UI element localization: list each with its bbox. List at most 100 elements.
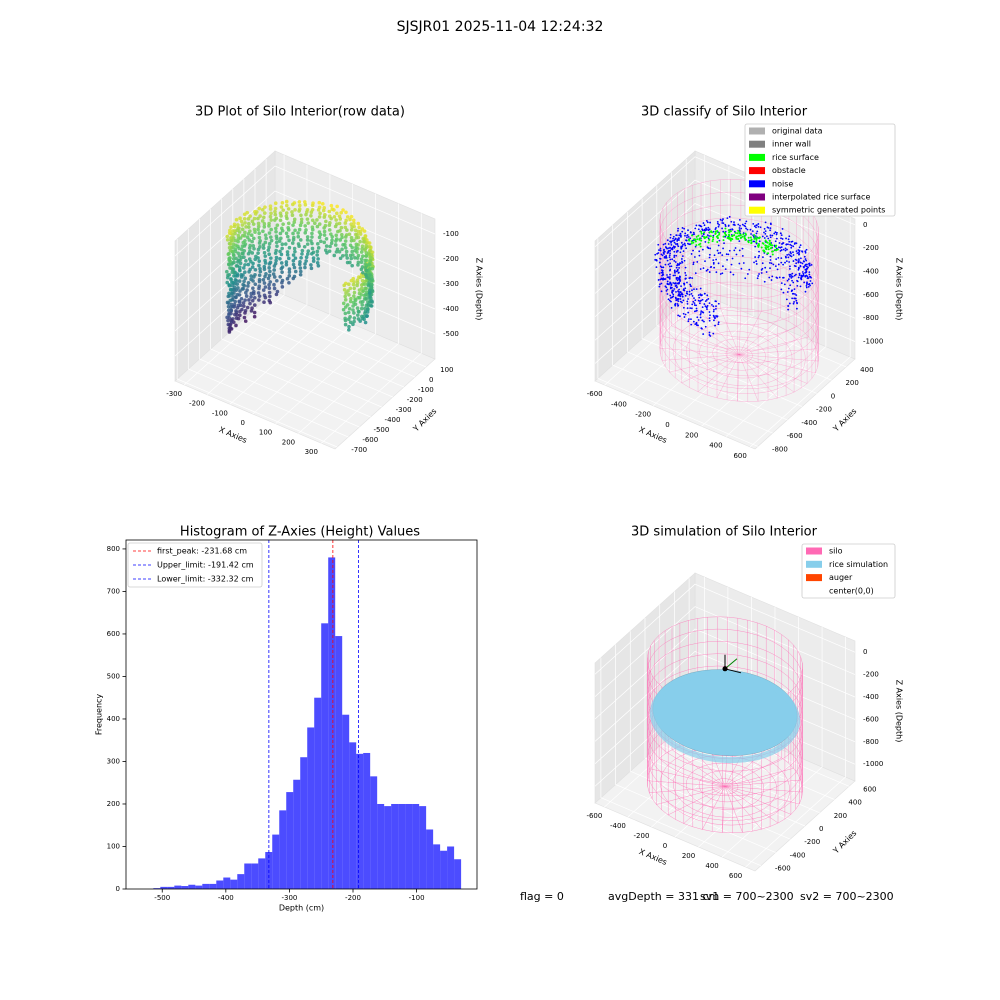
point <box>738 249 741 252</box>
point <box>249 233 254 237</box>
point <box>804 275 807 278</box>
point <box>662 251 665 254</box>
point <box>266 276 271 281</box>
point <box>672 289 675 292</box>
z-tick-label: -1000 <box>863 760 883 768</box>
point <box>311 259 316 263</box>
point <box>273 209 277 214</box>
point <box>690 292 693 295</box>
figure-title: SJSJR01 2025-11-04 12:24:32 <box>397 19 604 35</box>
point <box>298 223 303 228</box>
point <box>315 249 320 254</box>
point <box>297 209 301 213</box>
point <box>290 202 295 207</box>
point <box>798 272 801 275</box>
point <box>697 299 700 302</box>
point <box>785 243 788 246</box>
point <box>716 249 719 252</box>
point <box>787 238 790 241</box>
point <box>791 297 794 300</box>
point <box>343 311 348 316</box>
point <box>701 248 704 251</box>
point <box>706 294 709 297</box>
point <box>253 212 258 216</box>
point <box>257 279 262 284</box>
silo-floor-spoke <box>724 786 743 833</box>
point <box>665 255 668 257</box>
point <box>739 224 741 227</box>
point <box>694 245 697 248</box>
point <box>361 289 366 293</box>
point <box>676 279 679 282</box>
point <box>782 242 785 244</box>
point <box>732 223 735 226</box>
point <box>766 235 768 238</box>
point <box>769 227 772 229</box>
point <box>669 258 672 261</box>
point <box>793 288 796 291</box>
point <box>795 250 798 253</box>
point <box>686 281 688 284</box>
silo-floor-spoke <box>659 758 726 787</box>
legend-label: Lower_limit: -332.32 cm <box>157 575 254 584</box>
point <box>364 296 369 301</box>
point <box>285 250 290 254</box>
silo-floor-spoke <box>724 768 794 787</box>
point <box>368 258 373 263</box>
point <box>769 244 772 247</box>
histogram-bar <box>244 863 252 889</box>
point <box>318 211 322 216</box>
point <box>364 244 369 248</box>
point <box>769 262 771 264</box>
point <box>298 260 302 264</box>
point <box>771 244 774 247</box>
x-grid-line <box>745 637 846 868</box>
point <box>660 282 663 285</box>
point <box>686 302 689 305</box>
point <box>806 275 809 278</box>
point <box>330 207 334 211</box>
point <box>718 233 721 236</box>
point <box>254 254 258 259</box>
point <box>751 230 754 233</box>
point <box>241 240 246 245</box>
point <box>796 284 799 287</box>
point <box>696 238 699 241</box>
point <box>663 278 666 281</box>
point <box>316 257 320 261</box>
point <box>693 288 695 291</box>
point <box>337 221 342 226</box>
point <box>673 270 676 273</box>
point <box>712 230 715 233</box>
point <box>354 245 358 250</box>
point <box>721 219 724 222</box>
point <box>355 306 360 310</box>
point <box>364 254 369 258</box>
point <box>741 235 744 238</box>
point <box>711 240 714 243</box>
point <box>358 232 363 236</box>
y-tick-label: -700 <box>351 446 367 454</box>
point <box>344 249 349 254</box>
point <box>666 239 669 242</box>
point <box>677 298 679 301</box>
point <box>277 239 282 243</box>
histogram-bar <box>209 883 217 889</box>
point <box>669 273 671 276</box>
point <box>309 263 313 267</box>
legend-swatch <box>749 206 765 214</box>
point <box>681 293 684 296</box>
point <box>668 277 671 280</box>
x-grid-line <box>298 203 399 434</box>
point <box>707 229 710 231</box>
point <box>340 253 345 258</box>
y-tick-label: 200 <box>107 800 120 808</box>
point <box>664 242 667 245</box>
point <box>728 237 731 240</box>
point <box>335 204 339 209</box>
y-tick-label: 600 <box>863 785 876 793</box>
x-tick-label: -200 <box>634 832 650 840</box>
point <box>733 234 736 237</box>
point <box>246 284 250 288</box>
x-tick-label: -400 <box>218 894 234 902</box>
